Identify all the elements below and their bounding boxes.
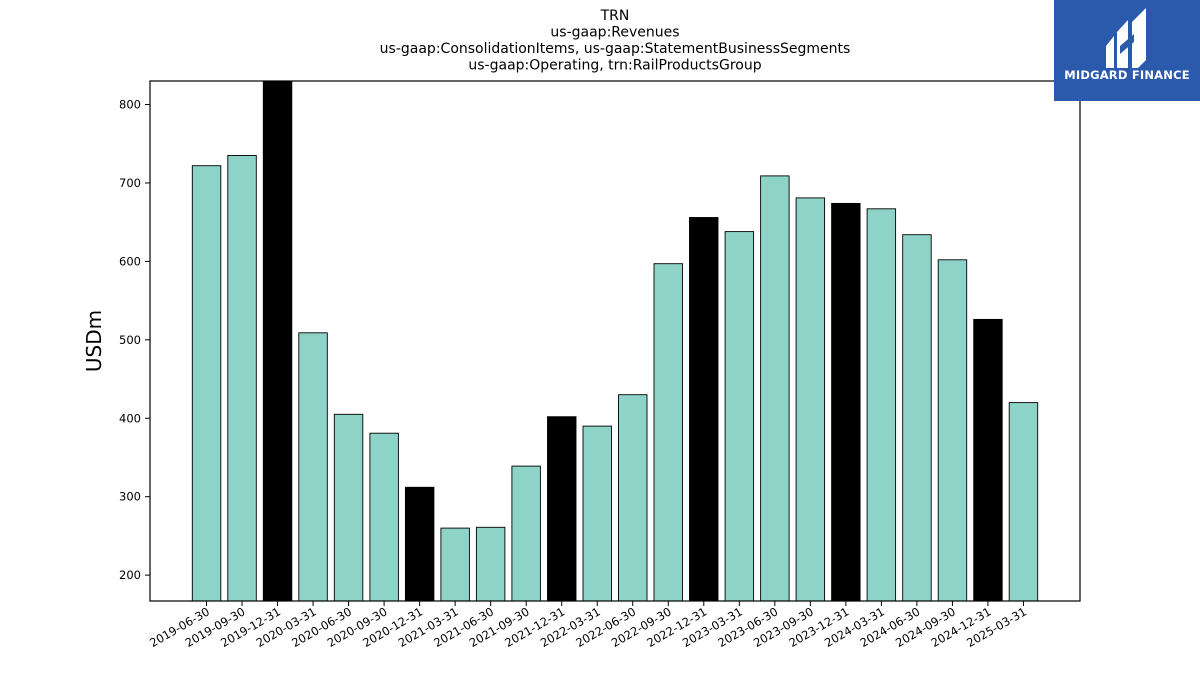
chart-title-line: us-gaap:Operating, trn:RailProductsGroup xyxy=(468,58,761,74)
chart-title-line: us-gaap:Revenues xyxy=(550,25,679,41)
chart-title-line: us-gaap:ConsolidationItems, us-gaap:Stat… xyxy=(380,41,851,57)
bar-2019-12-31 xyxy=(262,80,293,602)
bars xyxy=(191,80,1039,602)
bar-2024-12-31 xyxy=(973,318,1003,602)
bar-2021-12-31 xyxy=(547,416,577,602)
chart-title-line: TRN xyxy=(600,8,630,24)
bar-2020-12-31 xyxy=(404,486,435,602)
bar-2023-06-30 xyxy=(760,175,790,602)
bar-2022-12-31 xyxy=(689,217,719,602)
y-tick-label: 800 xyxy=(119,98,141,112)
bar-2024-09-30 xyxy=(937,259,968,602)
logo-text: MIDGARD FINANCE xyxy=(1064,68,1190,82)
bar-2023-09-30 xyxy=(795,197,826,602)
bar-2025-03-31 xyxy=(1008,402,1039,602)
y-tick-label: 700 xyxy=(119,176,141,190)
bar-2022-03-31 xyxy=(582,425,612,602)
chart-title: TRNus-gaap:Revenuesus-gaap:Consolidation… xyxy=(380,8,851,74)
midgard-logo-icon xyxy=(1106,8,1146,68)
bar-2020-09-30 xyxy=(369,432,399,602)
bar-2021-06-30 xyxy=(475,526,506,602)
bar-2024-06-30 xyxy=(902,234,932,602)
bar-2020-06-30 xyxy=(333,413,364,602)
bar-2021-09-30 xyxy=(511,465,541,602)
plot-frame xyxy=(149,80,1081,602)
y-tick-label: 400 xyxy=(119,411,141,425)
x-axis: 2019-06-302019-09-302019-12-312020-03-31… xyxy=(147,601,1029,650)
midgard-finance-logo: MIDGARD FINANCE xyxy=(1054,0,1200,101)
bar-2020-03-31 xyxy=(298,332,328,602)
bar-2022-09-30 xyxy=(653,263,683,602)
bar-2024-03-31 xyxy=(866,208,897,602)
bar-2021-03-31 xyxy=(440,527,470,602)
y-axis: 200 300 400 500 600 700 800 xyxy=(119,98,150,582)
y-tick-label: 600 xyxy=(119,254,141,268)
y-tick-label: 200 xyxy=(119,568,141,582)
bar-2019-06-30 xyxy=(191,165,222,602)
y-tick-label: 500 xyxy=(119,333,141,347)
y-axis-label: USDm xyxy=(82,310,106,372)
y-tick-label: 300 xyxy=(119,490,141,504)
bar-2019-09-30 xyxy=(227,155,257,602)
bar-2022-06-30 xyxy=(618,394,648,602)
bar-2023-03-31 xyxy=(724,231,755,602)
bar-2023-12-31 xyxy=(831,202,861,602)
